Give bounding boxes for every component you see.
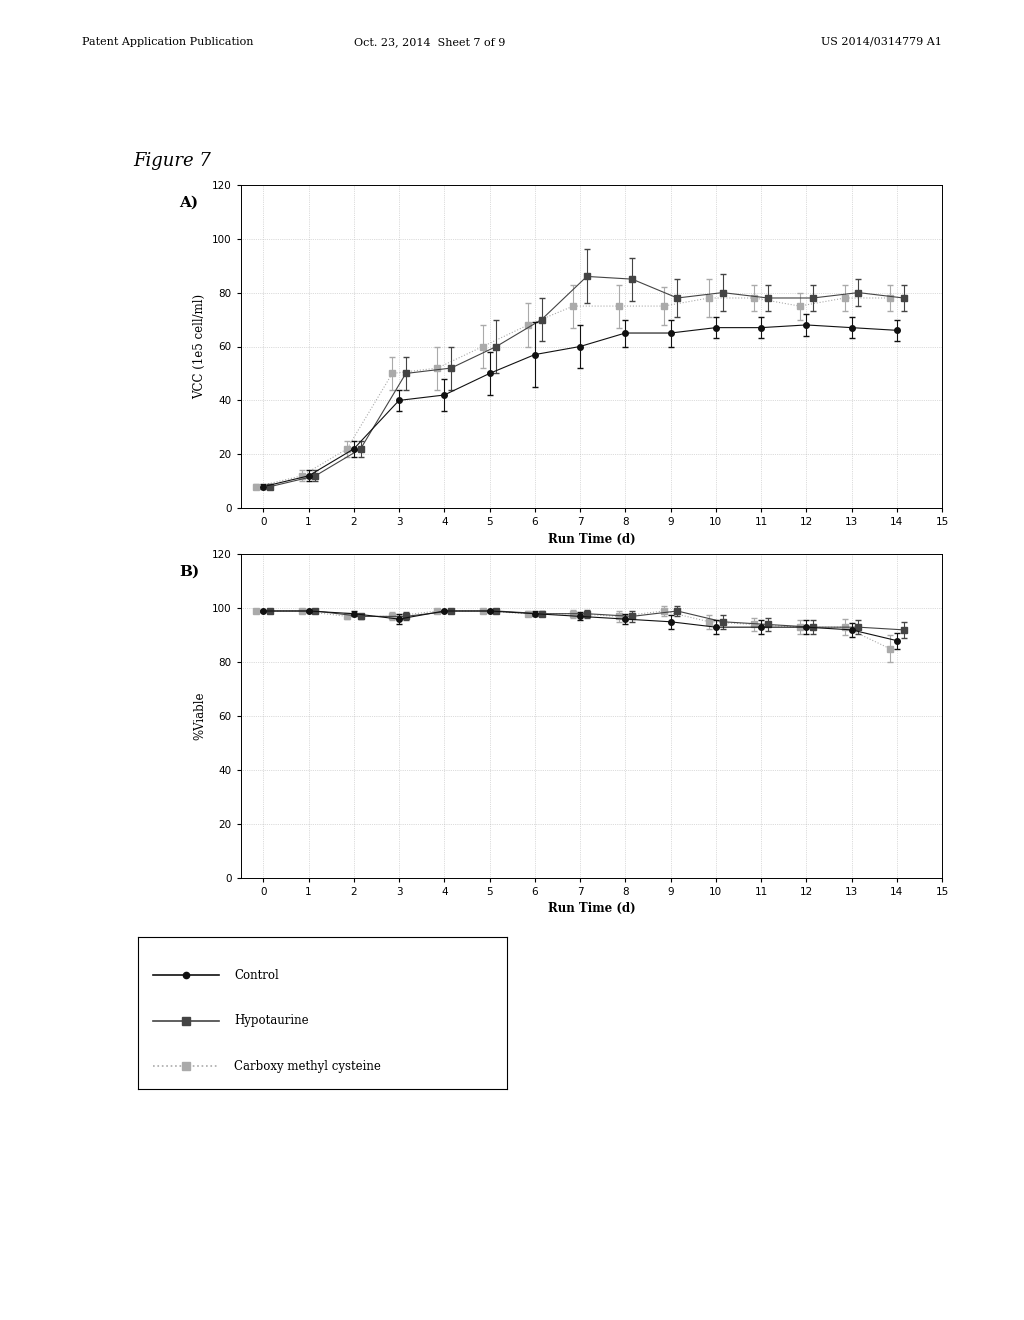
Text: Control: Control xyxy=(234,969,279,982)
Text: Hypotaurine: Hypotaurine xyxy=(234,1014,308,1027)
Y-axis label: VCC (1e5 cell/ml): VCC (1e5 cell/ml) xyxy=(194,294,206,399)
Text: A): A) xyxy=(179,195,199,210)
Y-axis label: %Viable: %Viable xyxy=(194,692,206,741)
Text: Carboxy methyl cysteine: Carboxy methyl cysteine xyxy=(234,1060,381,1073)
X-axis label: Run Time (d): Run Time (d) xyxy=(548,533,635,545)
X-axis label: Run Time (d): Run Time (d) xyxy=(548,903,635,915)
Text: Figure 7: Figure 7 xyxy=(133,152,211,170)
Text: US 2014/0314779 A1: US 2014/0314779 A1 xyxy=(821,37,942,48)
Text: B): B) xyxy=(179,565,200,579)
Text: Oct. 23, 2014  Sheet 7 of 9: Oct. 23, 2014 Sheet 7 of 9 xyxy=(354,37,506,48)
Text: Patent Application Publication: Patent Application Publication xyxy=(82,37,253,48)
